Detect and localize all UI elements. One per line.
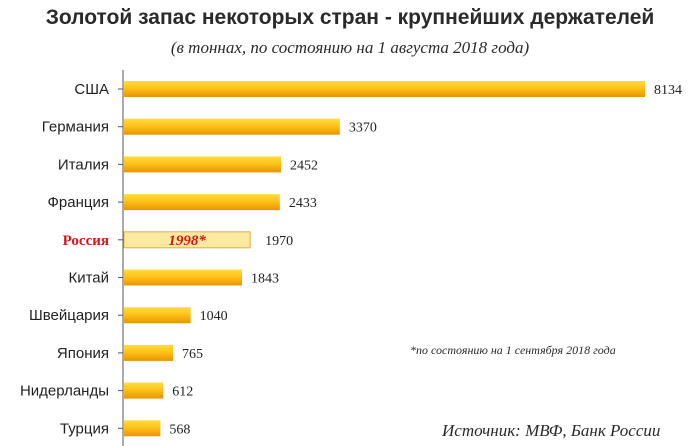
- category-label: Турция: [60, 420, 109, 437]
- value-label: 3370: [349, 121, 377, 136]
- category-label: Нидерланды: [20, 383, 109, 400]
- value-label: 8134: [654, 83, 682, 98]
- category-label: Китай: [68, 270, 109, 287]
- bar-highlight: [123, 231, 251, 249]
- category-label: Швейцария: [29, 307, 109, 324]
- footnote: *по состоянию на 1 сентября 2018 года: [410, 343, 616, 357]
- value-label: 2433: [289, 196, 317, 211]
- chart-subtitle: (в тоннах, по состоянию на 1 августа 201…: [170, 38, 530, 57]
- bar: [124, 118, 340, 135]
- category-label: США: [74, 81, 109, 98]
- bar: [124, 156, 282, 173]
- chart-title: Золотой запас некоторых стран - крупнейш…: [45, 6, 655, 29]
- category-label: Германия: [42, 119, 109, 136]
- bar: [124, 344, 173, 361]
- value-label: 1040: [200, 309, 228, 324]
- bars-group: США 8134 Германия 3370 Италия 2452 Франция 2433…: [20, 81, 682, 437]
- value-label: 1970: [265, 234, 293, 249]
- bar: [124, 81, 645, 97]
- bar-inner-label: 1998*: [168, 233, 206, 249]
- source-note: Источник: МВФ, Банк России: [442, 421, 661, 440]
- bar: [124, 269, 243, 286]
- value-label: 612: [172, 385, 193, 400]
- value-label: 2452: [290, 158, 318, 173]
- category-label: Италия: [58, 156, 109, 173]
- bar: [124, 382, 164, 399]
- category-label: Франция: [48, 194, 109, 211]
- category-label: Россия: [63, 233, 109, 249]
- value-label: 568: [169, 422, 190, 437]
- bar: [124, 194, 280, 211]
- bar: [124, 420, 161, 437]
- value-label: 1843: [251, 272, 279, 287]
- value-label: 765: [182, 347, 203, 362]
- category-label: Япония: [57, 345, 109, 362]
- bar: [124, 307, 191, 324]
